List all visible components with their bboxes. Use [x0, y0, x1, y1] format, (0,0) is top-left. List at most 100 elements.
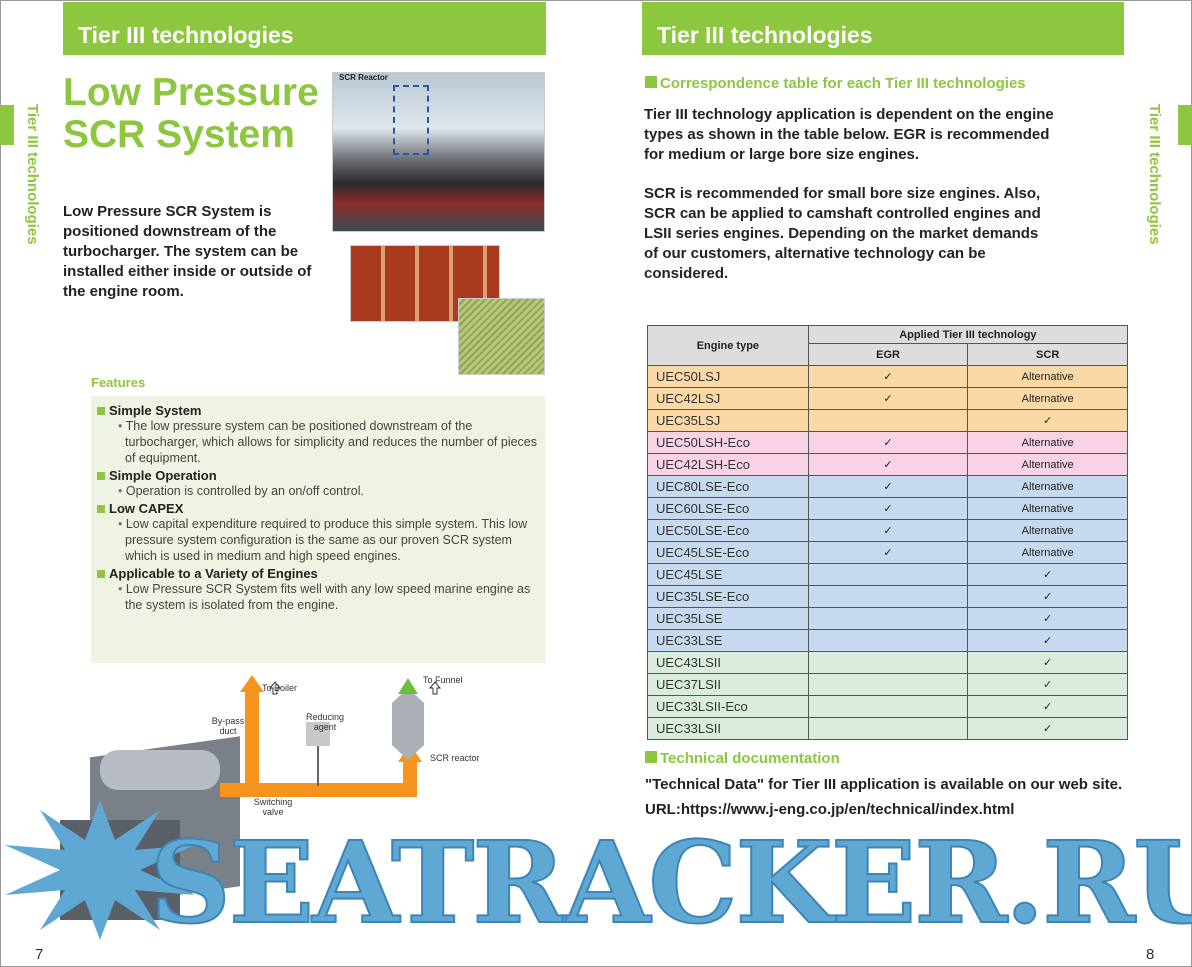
feature-title: Simple System	[97, 403, 539, 418]
scr-cell: ✓	[967, 585, 1128, 608]
table-row: UEC45LSE ✓	[647, 563, 1128, 586]
doc-url-link[interactable]: URL:https://www.j-eng.co.jp/en/technical…	[645, 801, 1015, 818]
table-row: UEC50LSJ ✓ Alternative	[647, 365, 1128, 388]
catalyst-block-photo	[458, 298, 545, 375]
ship-photo: SCR Reactor	[332, 72, 545, 232]
feature-text: The low pressure system can be positione…	[97, 418, 539, 466]
egr-cell	[807, 607, 969, 630]
exhaust-pipe	[220, 758, 417, 797]
correspondence-table: Engine type Applied Tier III technology E…	[647, 325, 1129, 740]
engine-cell: UEC80LSE-Eco	[647, 475, 809, 498]
intro-text: Low Pressure SCR System is positioned do…	[63, 203, 312, 300]
title-line2: SCR System	[63, 113, 295, 156]
to-funnel-arrow	[398, 678, 418, 694]
scr-cell: Alternative	[967, 387, 1128, 410]
left-side-tab	[0, 105, 14, 145]
scr-cell: ✓	[967, 695, 1128, 718]
table-row: UEC33LSII-Eco ✓	[647, 695, 1128, 718]
feature-text: Low capital expenditure required to prod…	[97, 516, 539, 564]
feature-title: Simple Operation	[97, 468, 539, 483]
table-row: UEC43LSII ✓	[647, 651, 1128, 674]
col-engine-type: Engine type	[647, 325, 809, 366]
scr-cell: Alternative	[967, 497, 1128, 520]
right-side-tab	[1178, 105, 1192, 145]
doc-text: "Technical Data" for Tier III applicatio…	[645, 776, 1123, 793]
page-number-right: 8	[1146, 946, 1155, 963]
col-egr: EGR	[807, 343, 969, 366]
engine-cell: UEC35LSE	[647, 607, 809, 630]
engine-cell: UEC50LSE-Eco	[647, 519, 809, 542]
table-row: UEC42LSJ ✓ Alternative	[647, 387, 1128, 410]
engine-cell: UEC42LSH-Eco	[647, 453, 809, 476]
scr-cell: ✓	[967, 673, 1128, 696]
table-row: UEC33LSII ✓	[647, 717, 1128, 740]
switching-valve-label: Switching valve	[253, 797, 293, 817]
table-row: UEC50LSH-Eco ✓ Alternative	[647, 431, 1128, 454]
feature-item: Simple OperationOperation is controlled …	[97, 468, 539, 499]
section-correspondence: Correspondence table for each Tier III t…	[645, 75, 1026, 92]
feature-item: Low CAPEXLow capital expenditure require…	[97, 501, 539, 564]
scr-cell: ✓	[967, 563, 1128, 586]
reducing-agent-label: Reducing agent	[305, 712, 345, 732]
engine-cell: UEC60LSE-Eco	[647, 497, 809, 520]
egr-cell	[807, 673, 969, 696]
egr-cell	[807, 695, 969, 718]
engine-cell: UEC45LSE	[647, 563, 809, 586]
section-technical-docs: Technical documentation	[645, 750, 840, 767]
left-side-text: Tier III technologies	[24, 104, 41, 245]
egr-cell: ✓	[807, 541, 969, 564]
feature-item: Applicable to a Variety of EnginesLow Pr…	[97, 566, 539, 613]
right-side-text: Tier III technologies	[1146, 104, 1163, 245]
scr-reactor-label: SCR reactor	[430, 753, 480, 763]
scr-cell: Alternative	[967, 475, 1128, 498]
to-boiler-arrow	[240, 675, 264, 692]
flow-arrow-icons	[268, 681, 442, 695]
table-row: UEC50LSE-Eco ✓ Alternative	[647, 519, 1128, 542]
bypass-label: By-pass duct	[211, 716, 245, 736]
table-row: UEC60LSE-Eco ✓ Alternative	[647, 497, 1128, 520]
scr-cell: ✓	[967, 651, 1128, 674]
page-number-left: 7	[35, 946, 44, 963]
egr-cell	[807, 563, 969, 586]
photo-label: SCR Reactor	[339, 73, 388, 82]
engine-cell: UEC45LSE-Eco	[647, 541, 809, 564]
egr-cell: ✓	[807, 497, 969, 520]
engine-cell: UEC35LSJ	[647, 409, 809, 432]
engine-cell: UEC37LSII	[647, 673, 809, 696]
feature-title: Applicable to a Variety of Engines	[97, 566, 539, 581]
feature-item: Simple SystemThe low pressure system can…	[97, 403, 539, 466]
engine-cell: UEC33LSII	[647, 717, 809, 740]
reactor-marker	[393, 85, 429, 155]
feature-title: Low CAPEX	[97, 501, 539, 516]
to-funnel-label: To Funnel	[423, 675, 463, 685]
table-row: UEC80LSE-Eco ✓ Alternative	[647, 475, 1128, 498]
scr-cell: Alternative	[967, 431, 1128, 454]
egr-cell: ✓	[807, 431, 969, 454]
para1: Tier III technology application is depen…	[644, 106, 1054, 163]
feature-text: Low Pressure SCR System fits well with a…	[97, 581, 539, 613]
scr-cell: Alternative	[967, 541, 1128, 564]
egr-cell	[807, 585, 969, 608]
scr-cell: Alternative	[967, 519, 1128, 542]
scr-cell: ✓	[967, 717, 1128, 740]
engine-cell: UEC33LSII-Eco	[647, 695, 809, 718]
right-header: Tier III technologies	[642, 2, 1124, 55]
col-scr: SCR	[967, 343, 1128, 366]
scr-cell: ✓	[967, 607, 1128, 630]
engine-cell: UEC42LSJ	[647, 387, 809, 410]
engine-cell: UEC33LSE	[647, 629, 809, 652]
table-row: UEC37LSII ✓	[647, 673, 1128, 696]
table-row: UEC35LSE-Eco ✓	[647, 585, 1128, 608]
scr-cell: ✓	[967, 409, 1128, 432]
page-title: Low Pressure SCR System	[63, 72, 319, 156]
col-applied: Applied Tier III technology	[807, 325, 1129, 344]
egr-cell: ✓	[807, 475, 969, 498]
left-header: Tier III technologies	[63, 2, 546, 55]
scr-cell: Alternative	[967, 453, 1128, 476]
reducing-agent-tank	[306, 722, 330, 746]
egr-cell	[807, 409, 969, 432]
engine-cell: UEC43LSII	[647, 651, 809, 674]
table-row: UEC33LSE ✓	[647, 629, 1128, 652]
egr-cell: ✓	[807, 453, 969, 476]
title-line1: Low Pressure	[63, 71, 319, 114]
